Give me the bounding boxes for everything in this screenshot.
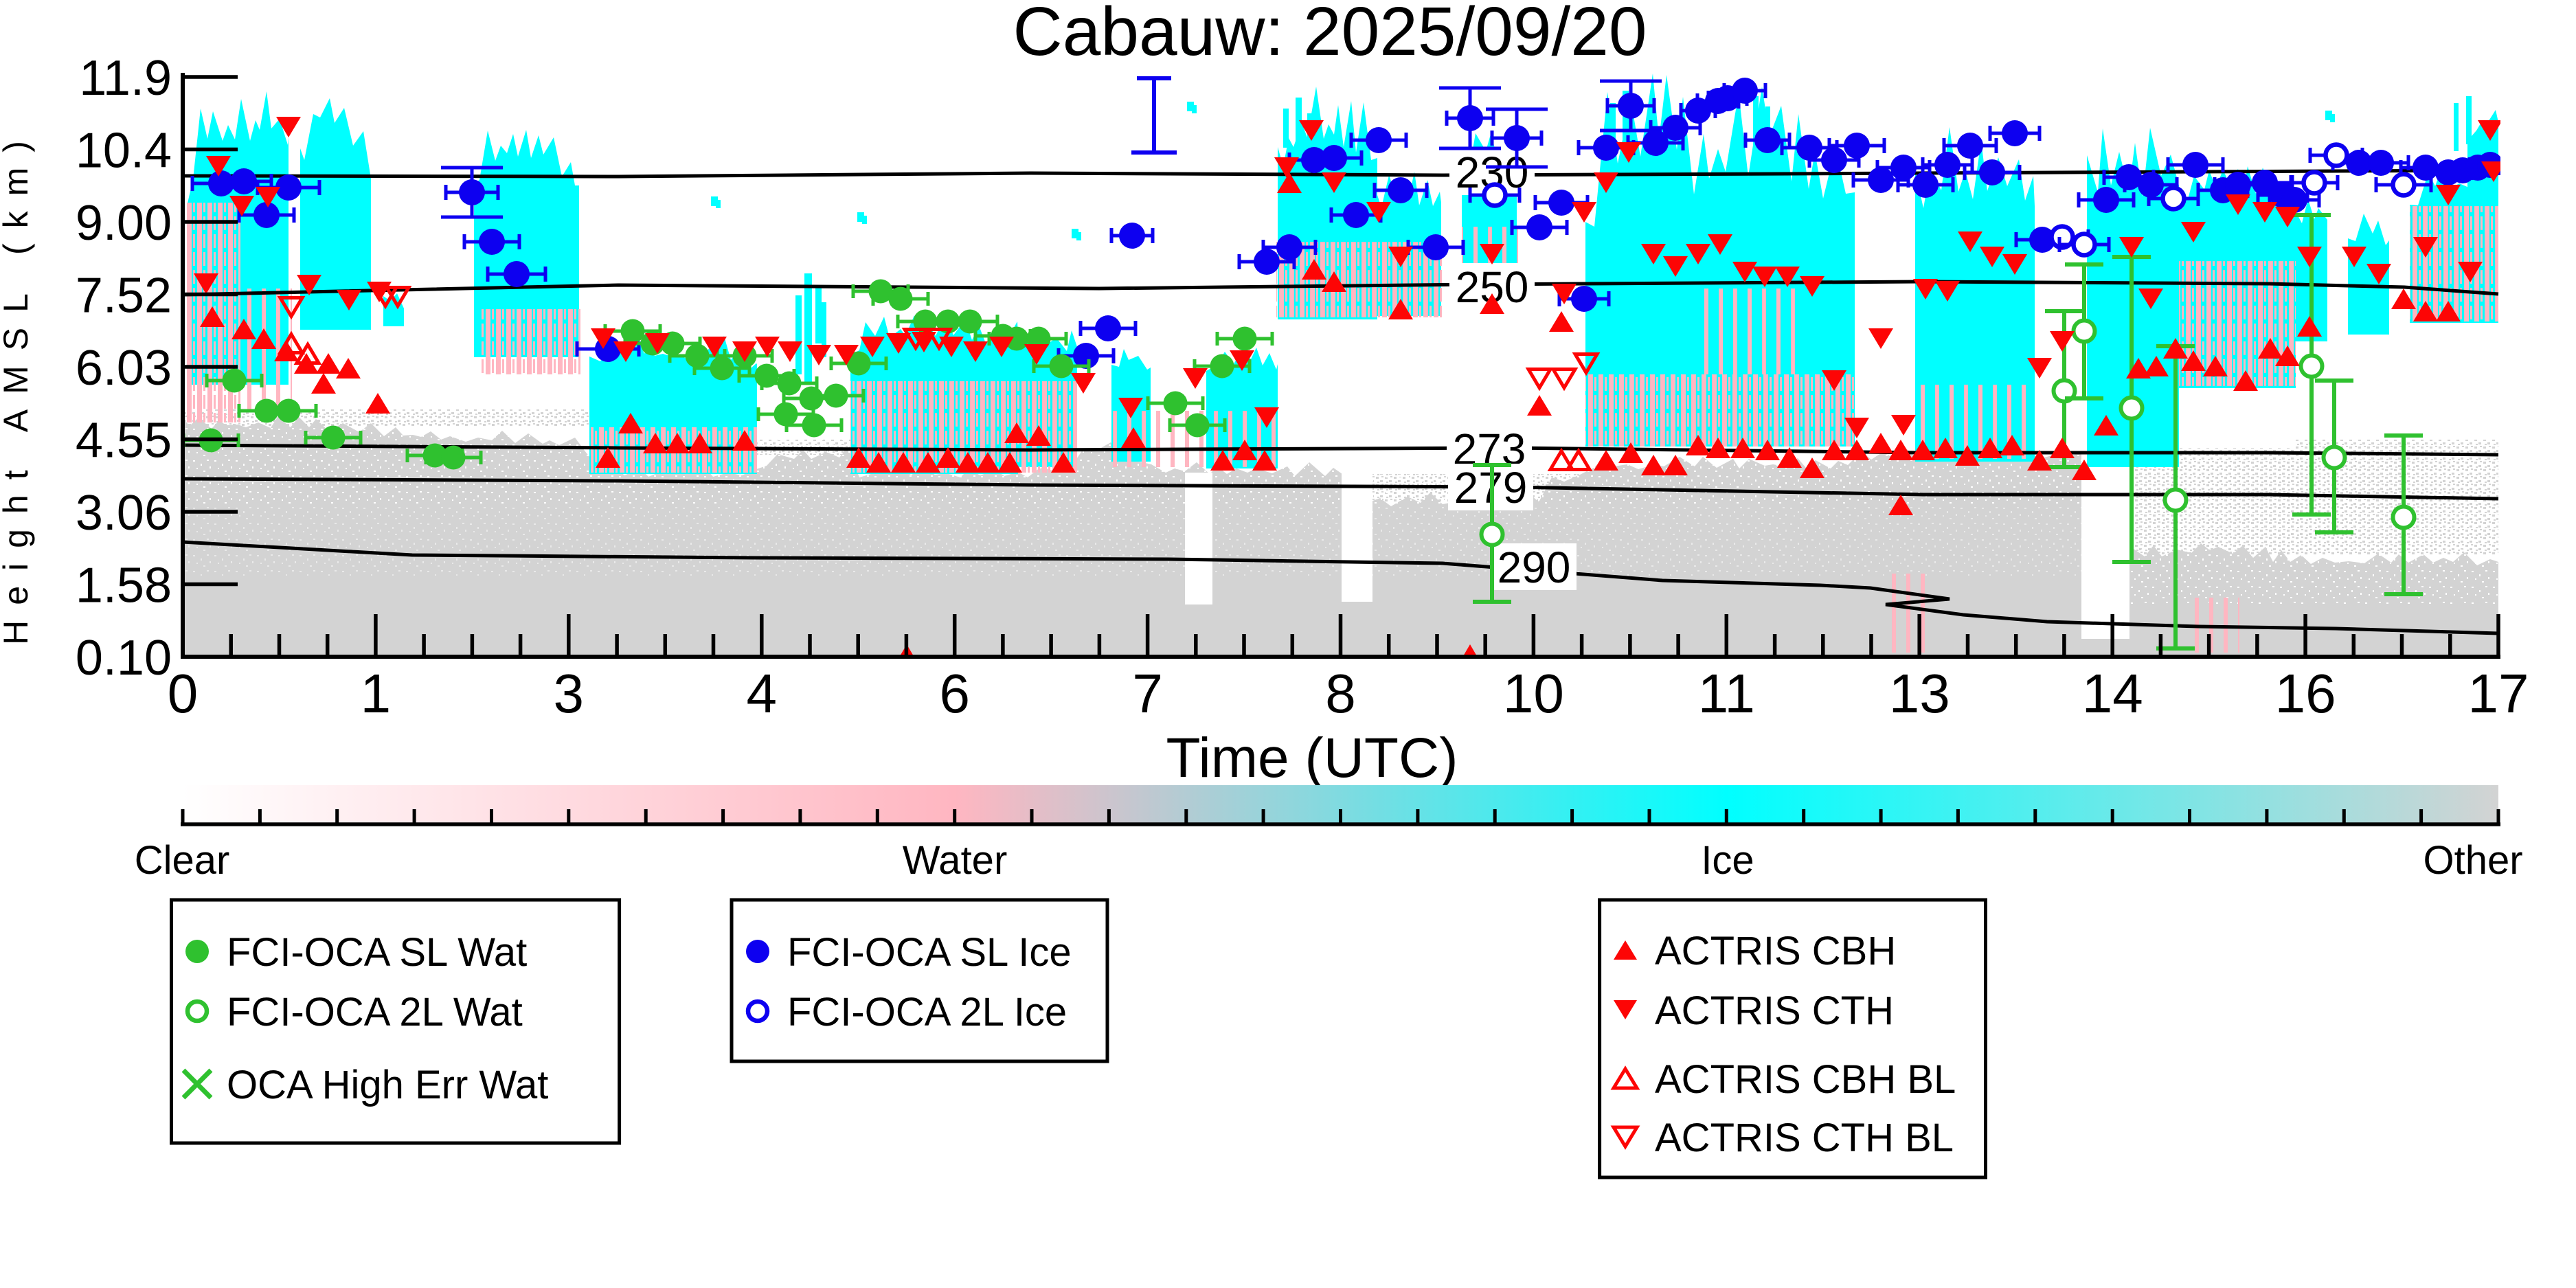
svg-text:Other: Other [2423, 838, 2522, 883]
svg-text:4.55: 4.55 [76, 414, 172, 468]
svg-text:3.06: 3.06 [76, 486, 172, 541]
svg-text:7.52: 7.52 [76, 269, 172, 324]
svg-text:6: 6 [939, 663, 970, 724]
svg-text:10.4: 10.4 [76, 124, 172, 179]
svg-text:3: 3 [554, 663, 585, 724]
svg-text:10: 10 [1503, 663, 1564, 724]
svg-text:1.58: 1.58 [76, 558, 172, 613]
svg-text:ACTRIS CTH BL: ACTRIS CTH BL [1655, 1116, 1954, 1160]
svg-text:Clear: Clear [135, 838, 230, 883]
svg-text:FCI-OCA SL Wat: FCI-OCA SL Wat [227, 930, 527, 975]
svg-text:Height AMSL (km): Height AMSL (km) [0, 126, 35, 645]
svg-text:OCA High Err Wat: OCA High Err Wat [227, 1063, 548, 1107]
svg-text:1: 1 [361, 663, 392, 724]
svg-text:13: 13 [1889, 663, 1950, 724]
svg-text:ACTRIS CTH: ACTRIS CTH [1655, 988, 1894, 1033]
svg-text:Ice: Ice [1701, 838, 1754, 883]
svg-text:16: 16 [2275, 663, 2336, 724]
svg-text:11.9: 11.9 [79, 51, 172, 106]
svg-text:290: 290 [1498, 543, 1571, 592]
svg-text:11: 11 [1698, 663, 1755, 724]
svg-text:FCI-OCA 2L Wat: FCI-OCA 2L Wat [227, 990, 523, 1035]
svg-text:8: 8 [1325, 663, 1356, 724]
svg-text:FCI-OCA 2L Ice: FCI-OCA 2L Ice [787, 990, 1067, 1035]
svg-text:FCI-OCA SL Ice: FCI-OCA SL Ice [787, 930, 1072, 975]
svg-text:9.00: 9.00 [76, 196, 172, 251]
svg-text:ACTRIS CBH: ACTRIS CBH [1655, 929, 1896, 973]
svg-text:0.10: 0.10 [76, 631, 172, 686]
svg-text:0: 0 [168, 663, 199, 724]
svg-text:4: 4 [747, 663, 778, 724]
svg-text:Cabauw: 2025/09/20: Cabauw: 2025/09/20 [1013, 0, 1647, 70]
svg-text:14: 14 [2082, 663, 2143, 724]
svg-text:7: 7 [1132, 663, 1163, 724]
svg-text:ACTRIS CBH BL: ACTRIS CBH BL [1655, 1057, 1956, 1102]
svg-text:6.03: 6.03 [76, 341, 172, 396]
svg-text:Time (UTC): Time (UTC) [1166, 727, 1458, 789]
svg-text:17: 17 [2468, 663, 2529, 724]
svg-text:Water: Water [903, 838, 1008, 883]
